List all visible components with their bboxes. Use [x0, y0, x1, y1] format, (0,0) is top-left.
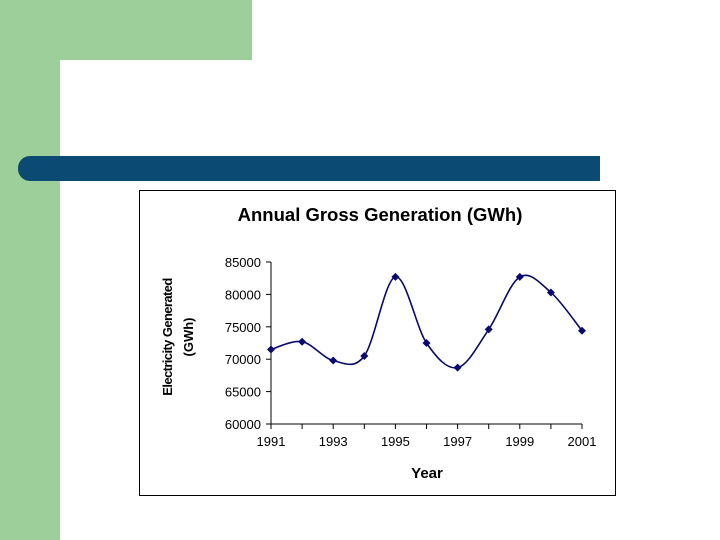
data-point-marker — [391, 272, 400, 281]
data-point-marker — [578, 326, 586, 335]
sidebar-green-strip — [0, 0, 60, 540]
data-point-marker — [360, 351, 369, 360]
content-corner — [60, 60, 120, 120]
line-chart: Annual Gross Generation (GWh) Electricit… — [160, 204, 597, 482]
series-markers — [267, 272, 586, 372]
top-green-block — [0, 0, 252, 60]
y-tick-label: 80000 — [225, 287, 261, 302]
chart-title: Annual Gross Generation (GWh) — [238, 204, 523, 225]
series-line — [270, 274, 583, 369]
data-point-marker — [298, 337, 307, 346]
x-tick-label: 1991 — [257, 434, 286, 449]
y-tick-label: 70000 — [225, 352, 261, 367]
data-point-marker — [453, 363, 462, 372]
y-tick-label: 60000 — [225, 417, 261, 432]
data-point-marker — [546, 288, 555, 297]
chart-frame: Annual Gross Generation (GWh) Electricit… — [139, 190, 616, 496]
y-tick-label: 65000 — [225, 385, 261, 400]
data-point-marker — [329, 356, 338, 365]
x-axis-ticks: 1991 1993 1995 1997 1999 2001 — [257, 424, 597, 449]
x-tick-label: 1995 — [381, 434, 410, 449]
y-axis-label-line-2: (GWh) — [181, 318, 196, 357]
x-tick-label: 1993 — [319, 434, 348, 449]
x-axis-label: Year — [411, 465, 443, 482]
data-point-marker — [484, 325, 493, 334]
data-point-marker — [267, 345, 275, 354]
y-tick-label: 85000 — [225, 255, 261, 270]
y-axis-label-line-1: Electricity Generated — [160, 278, 175, 396]
data-point-marker — [422, 339, 431, 347]
y-tick-label: 75000 — [225, 320, 261, 335]
title-bar — [18, 156, 600, 181]
x-tick-label: 1999 — [505, 434, 534, 449]
y-axis-label: Electricity Generated (GWh) — [160, 278, 196, 396]
data-point-marker — [515, 272, 524, 281]
x-tick-label: 2001 — [568, 434, 597, 449]
x-tick-label: 1997 — [443, 434, 472, 449]
y-axis-ticks: 60000 65000 70000 75000 80000 85000 — [225, 255, 271, 432]
